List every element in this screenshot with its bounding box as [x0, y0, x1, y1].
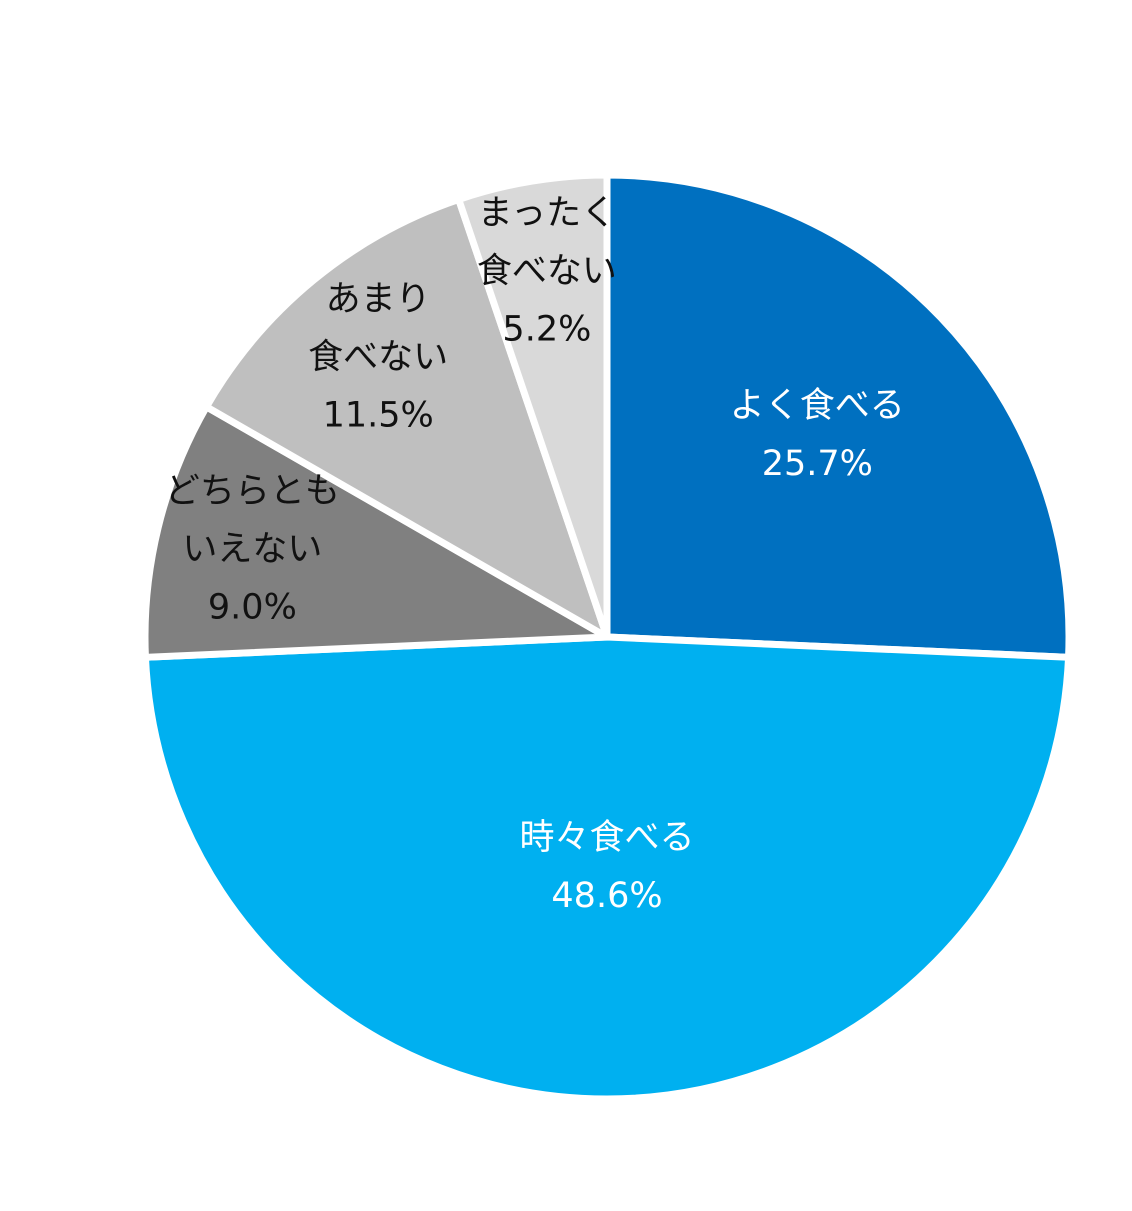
- slice-category-label: どちらとも: [165, 472, 340, 512]
- pie-slice: [141, 633, 1073, 1103]
- slice-category-label: 食べない: [308, 338, 448, 378]
- slice-category-label: あまり: [326, 280, 431, 320]
- slice-category-label: よく食べる: [730, 386, 905, 426]
- pie-slice: [202, 195, 611, 641]
- slice-category-label: いえない: [182, 530, 322, 570]
- slice-value-label: 5.2%: [502, 309, 591, 349]
- slice-value-label: 11.5%: [323, 396, 434, 436]
- slice-category-label: 食べない: [477, 251, 617, 291]
- pie-slice: [455, 171, 611, 641]
- slice-value-label: 9.0%: [208, 588, 297, 628]
- pie-slice: [603, 171, 1073, 661]
- slice-category-label: まったく: [478, 193, 617, 233]
- pie-slice: [141, 403, 611, 661]
- slice-value-label: 48.6%: [551, 876, 662, 916]
- slice-value-label: 25.7%: [762, 444, 873, 484]
- slice-category-label: 時々食べる: [519, 818, 694, 858]
